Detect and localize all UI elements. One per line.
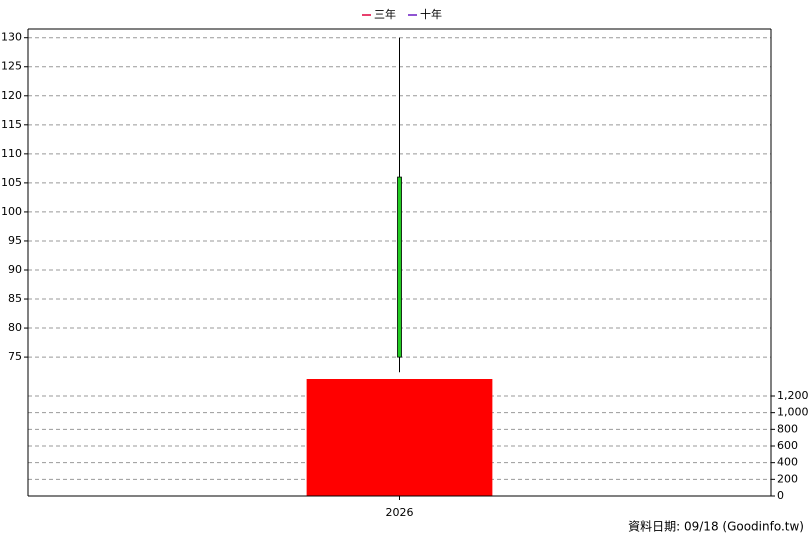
y-tick-label: 125 [1,60,22,73]
x-tick-label: 2026 [386,506,414,519]
y-tick-label: 115 [1,118,22,131]
y-tick-label: 200 [777,472,798,485]
y-tick-label: 600 [777,439,798,452]
candle-body [397,176,402,358]
legend-label: 十年 [420,7,442,21]
y-tick-label: 1,000 [777,406,808,419]
y-tick-label: 800 [777,422,798,435]
y-tick-label: 400 [777,456,798,469]
y-tick-label: 130 [1,31,22,44]
bar [306,379,493,496]
y-tick-label: 120 [1,89,22,102]
y-tick-label: 95 [8,234,22,247]
source-note: 資料日期: 09/18 (Goodinfo.tw) [628,520,804,534]
y-tick-label: 0 [777,489,784,502]
y-tick-label: 90 [8,263,22,276]
y-tick-label: 80 [8,321,22,334]
y-tick-label: 75 [8,350,22,363]
y-tick-label: 1,200 [777,389,808,402]
y-tick-label: 110 [1,147,22,160]
y-tick-label: 100 [1,205,22,218]
legend-label: 三年 [374,7,396,21]
y-tick-label: 85 [8,292,22,305]
y-tick-label: 105 [1,176,22,189]
